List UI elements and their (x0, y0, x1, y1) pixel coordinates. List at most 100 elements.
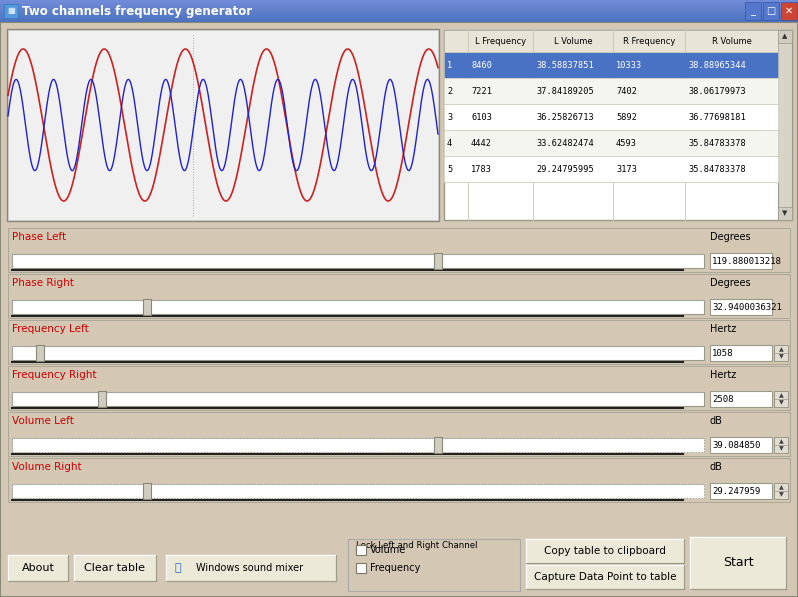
Text: L Volume: L Volume (554, 36, 592, 45)
Bar (710, 299, 772, 315)
Text: 2508: 2508 (712, 395, 733, 404)
Bar (143, 299, 151, 315)
Text: 1: 1 (447, 60, 452, 69)
Text: Volume Right: Volume Right (12, 462, 81, 472)
Text: 32.9400036321: 32.9400036321 (712, 303, 782, 312)
Text: Phase Left: Phase Left (12, 232, 66, 242)
Text: 🔊: 🔊 (175, 563, 181, 573)
Text: ▲: ▲ (779, 439, 784, 444)
Text: ▲: ▲ (782, 33, 788, 39)
Bar (710, 391, 772, 407)
Text: Two channels frequency generator: Two channels frequency generator (22, 5, 252, 17)
Text: 6103: 6103 (471, 112, 492, 122)
Text: ▼: ▼ (782, 211, 788, 217)
Text: 7402: 7402 (616, 87, 637, 96)
Bar (0, 1, 798, 2)
Text: _: _ (751, 6, 756, 16)
Bar (745, 2, 761, 20)
Text: ▲: ▲ (779, 485, 784, 490)
Text: 5: 5 (447, 165, 452, 174)
Bar (98, 391, 106, 407)
Bar (12, 392, 704, 406)
Bar (526, 565, 684, 589)
Text: 119.880013218: 119.880013218 (712, 257, 782, 266)
Text: 38.58837851: 38.58837851 (536, 60, 594, 69)
Text: ▦: ▦ (7, 7, 15, 16)
Bar (0, 8, 798, 9)
Text: Windows sound mixer: Windows sound mixer (196, 563, 303, 573)
Text: 8460: 8460 (471, 60, 492, 69)
Bar (8, 366, 790, 410)
Text: 39.084850: 39.084850 (712, 441, 760, 450)
Text: 35.84783378: 35.84783378 (688, 165, 746, 174)
Text: Volume Left: Volume Left (12, 416, 74, 426)
Text: Start: Start (723, 556, 753, 570)
Bar (348, 539, 520, 591)
Bar (0, 12, 798, 13)
Text: ▼: ▼ (779, 446, 784, 451)
Text: Hertz: Hertz (710, 324, 737, 334)
Bar (763, 2, 779, 20)
Bar (444, 78, 778, 104)
Text: 2: 2 (447, 87, 452, 96)
Text: ✕: ✕ (785, 6, 793, 16)
Text: ▼: ▼ (779, 400, 784, 405)
Bar (12, 484, 704, 498)
Text: Phase Right: Phase Right (12, 278, 74, 288)
Bar (12, 346, 704, 360)
Bar (0, 21, 798, 22)
Text: 37.84189205: 37.84189205 (536, 87, 594, 96)
Bar (433, 437, 441, 453)
Bar (74, 555, 156, 581)
Bar (166, 555, 336, 581)
Bar (444, 30, 792, 220)
Bar (0, 7, 798, 8)
Bar (356, 563, 366, 573)
Bar (444, 156, 778, 182)
Text: Degrees: Degrees (710, 278, 751, 288)
Bar (774, 437, 788, 453)
Text: 29.247959: 29.247959 (712, 487, 760, 496)
Text: 4442: 4442 (471, 139, 492, 147)
Bar (774, 483, 788, 499)
Text: Lock Left and Right Channel: Lock Left and Right Channel (356, 541, 477, 550)
Bar (710, 437, 772, 453)
Bar (8, 30, 438, 220)
Bar (0, 14, 798, 15)
Bar (778, 30, 792, 43)
Bar (0, 19, 798, 20)
Text: ▲: ▲ (779, 393, 784, 398)
Text: 38.88965344: 38.88965344 (688, 60, 746, 69)
Bar (36, 345, 44, 361)
Text: 4593: 4593 (616, 139, 637, 147)
Bar (8, 412, 790, 456)
Bar (0, 5, 798, 6)
Bar (444, 130, 778, 156)
Bar (0, 11, 798, 12)
Bar (444, 30, 778, 52)
Bar (8, 228, 790, 272)
Text: 7221: 7221 (471, 87, 492, 96)
Bar (444, 104, 778, 130)
Bar (12, 254, 704, 268)
Bar (7, 29, 439, 221)
Bar (0, 16, 798, 17)
Bar (0, 15, 798, 16)
Text: Volume: Volume (370, 545, 406, 555)
Bar (4, 4, 18, 18)
Text: 3173: 3173 (616, 165, 637, 174)
Text: dB: dB (710, 416, 723, 426)
Bar (0, 18, 798, 19)
Bar (778, 207, 792, 220)
Text: □: □ (766, 6, 776, 16)
Text: ▲: ▲ (779, 347, 784, 352)
Bar (710, 345, 772, 361)
Bar (0, 0, 798, 1)
Text: 38.06179973: 38.06179973 (688, 87, 746, 96)
Text: Frequency: Frequency (370, 563, 421, 573)
Bar (8, 555, 68, 581)
Bar (0, 3, 798, 4)
Text: 36.25826713: 36.25826713 (536, 112, 594, 122)
Text: Capture Data Point to table: Capture Data Point to table (534, 572, 676, 582)
Bar (356, 545, 366, 555)
